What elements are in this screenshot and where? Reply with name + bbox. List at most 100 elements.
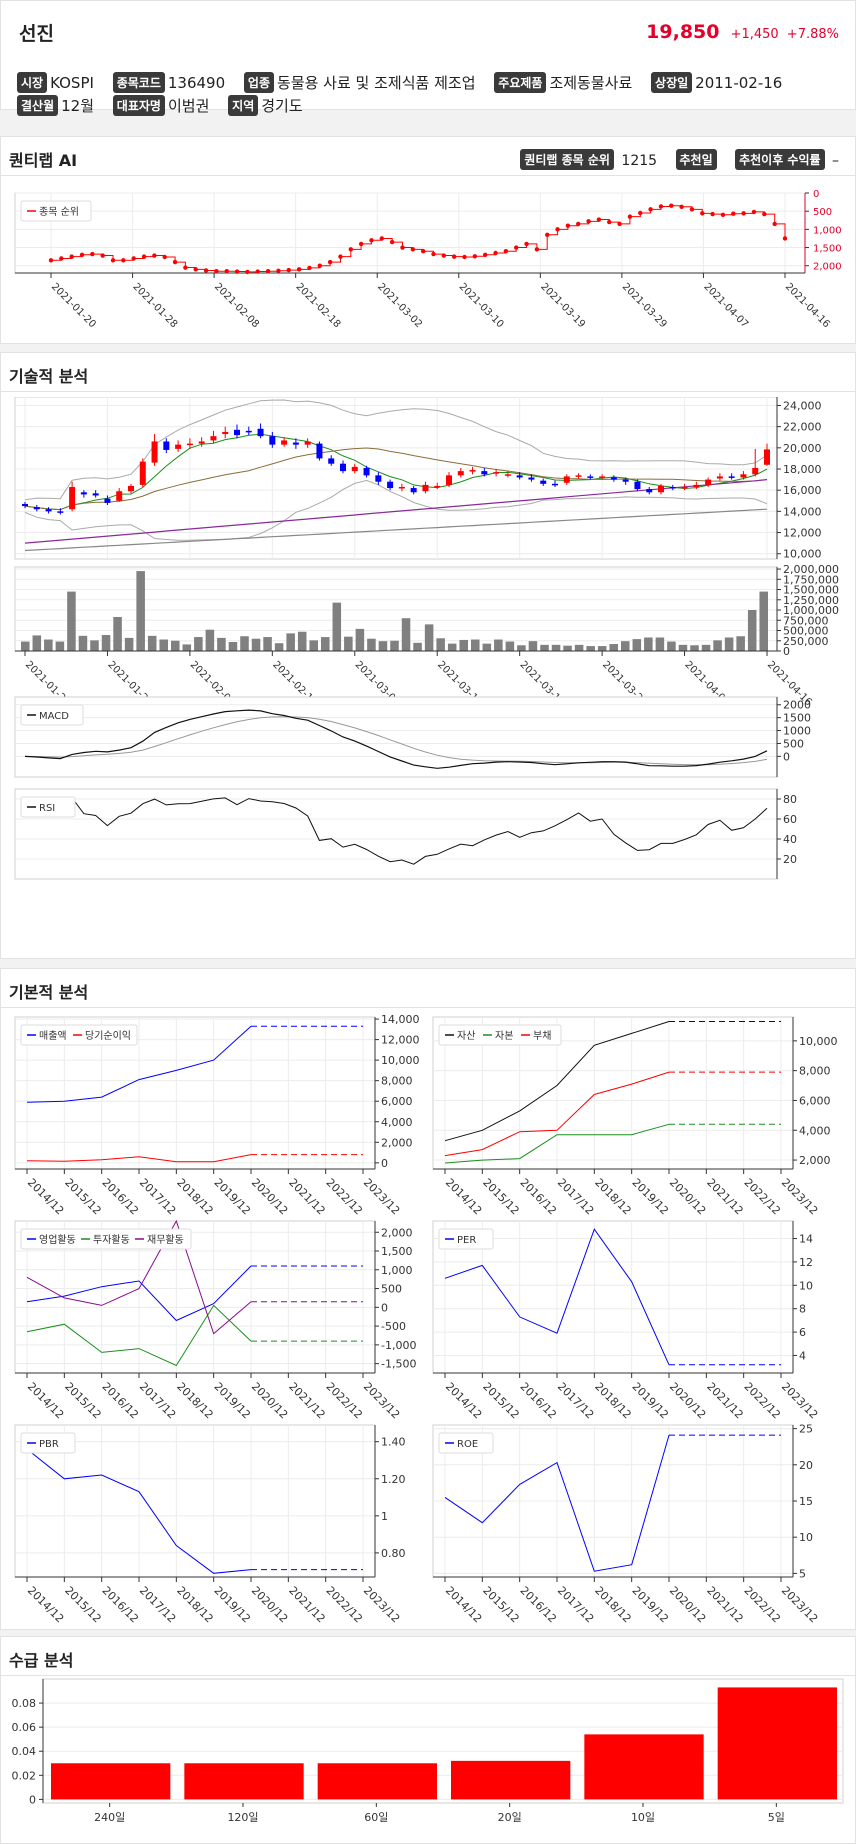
candle-body	[245, 430, 252, 433]
legend-box	[438, 1228, 494, 1250]
info-tag-market: 시장	[17, 72, 48, 93]
info-tag-product: 주요제품	[494, 72, 547, 93]
candle-body	[716, 476, 723, 479]
x-tick-label: 2019/12	[630, 1176, 672, 1218]
y-tick-label: 12,000	[381, 1034, 420, 1047]
volume-bar	[182, 644, 192, 651]
rank-point	[731, 211, 736, 216]
x-tick-label: 2020/12	[249, 1176, 291, 1218]
rank-point	[286, 267, 291, 273]
volume-bar	[621, 641, 630, 651]
info-tag-fiscal: 결산월	[17, 95, 59, 116]
y-tick-label: 80	[783, 793, 797, 806]
candle-body	[128, 485, 134, 492]
volume-bar	[655, 637, 665, 651]
supply-section: 수급 분석 0 0.02 0.04 0.06 0.08 240일 120일 60일 20일 10일…	[0, 1636, 856, 1844]
rank-point	[658, 204, 664, 209]
rank-point	[514, 245, 519, 250]
candle-body	[446, 475, 452, 485]
y-tick-label: 8,000	[381, 1075, 413, 1088]
y-tick-label: 0.08	[12, 1697, 37, 1710]
info-value-region: 경기도	[261, 97, 303, 115]
x-tick-label: 2021-03-02	[375, 281, 424, 330]
volume-bar	[90, 640, 99, 651]
candle-body	[634, 481, 641, 490]
candle-body	[610, 477, 617, 480]
legend-label: 부채	[533, 1030, 551, 1042]
series-line	[444, 1021, 670, 1142]
candle-body	[234, 429, 240, 436]
x-tick-label: 2020/12	[249, 1584, 291, 1626]
rank-point	[627, 214, 633, 219]
y-tick-label: 4	[799, 1349, 806, 1362]
y-tick-label: 500	[381, 1283, 402, 1296]
candle-body	[669, 487, 676, 489]
rank-tag: 퀀티랩 종목 순위	[520, 149, 614, 170]
rank-point	[638, 210, 643, 216]
y-tick-label: 0.06	[12, 1721, 37, 1734]
rank-point	[451, 254, 457, 259]
y-tick-label: 0	[381, 1157, 388, 1170]
volume-bar	[286, 633, 295, 651]
y-tick-label: 750,000	[783, 614, 829, 627]
x-tick-label: 2021-01-20	[49, 281, 98, 330]
rec-return-value: –	[832, 153, 839, 169]
y-tick-label: 22,000	[783, 421, 822, 434]
candle-body	[752, 467, 759, 475]
legend-label: 매출액	[39, 1030, 67, 1042]
volume-bar	[367, 638, 376, 651]
candle-body	[764, 449, 770, 465]
technical-title: 기술적 분석	[9, 367, 89, 386]
rank-point	[782, 236, 788, 241]
info-value-listing: 2011-02-16	[695, 74, 783, 92]
volume-bar	[217, 637, 226, 651]
rank-chart-svg: 0 500 1,000 1,500 2,000 2021-01-20 2021-01-28 2…	[14, 189, 842, 330]
supply-bar	[717, 1687, 837, 1800]
rank-point	[234, 269, 240, 274]
y-tick-label: 1,500	[381, 1245, 413, 1258]
candle-body	[22, 503, 28, 507]
rank-point	[69, 254, 74, 259]
candle-body	[457, 471, 464, 476]
candle-body	[646, 489, 653, 493]
volume-bar	[240, 636, 249, 651]
x-tick-label: 2020/12	[667, 1380, 709, 1422]
candle-body	[387, 481, 394, 489]
candle-body	[351, 466, 358, 472]
series-line	[26, 1219, 252, 1335]
per-chart: 4681012142014/122015/122016/122017/12201…	[432, 1220, 820, 1422]
series-line	[444, 1071, 670, 1157]
rank-point	[607, 219, 612, 225]
rank-point	[400, 245, 405, 250]
info-tag-industry: 업종	[243, 72, 275, 93]
candle-body	[599, 476, 606, 478]
x-tick-label: 5일	[768, 1810, 785, 1824]
y-tick-label: 20	[799, 1459, 813, 1472]
legend-box	[438, 1024, 562, 1046]
volume-bar	[586, 646, 595, 651]
volume-bar	[551, 644, 561, 651]
y-tick-label: 0.04	[12, 1745, 37, 1758]
rsi-line	[71, 797, 768, 865]
y-tick-label: 0	[813, 189, 819, 200]
y-tick-label: 0	[381, 1301, 388, 1314]
y-tick-label: 6,000	[381, 1095, 413, 1108]
technical-chart-svg: 10,000 12,000 14,000 16,000 18,000 20,000 22,0…	[14, 397, 839, 880]
y-tick-label: 60	[783, 813, 797, 826]
y-tick-label: 8,000	[799, 1065, 831, 1078]
fundamental-title: 기본적 분석	[9, 983, 89, 1002]
supply-bar	[317, 1763, 437, 1800]
candle-body	[504, 474, 511, 476]
y-tick-label: 6	[799, 1326, 806, 1339]
technical-section: 기술적 분석 10,000 12,000 14,000 16,000 18,000 20,…	[0, 352, 856, 959]
rec-return-tag: 추천이후 수익률	[735, 149, 825, 170]
x-tick-label: 2017/12	[555, 1380, 597, 1422]
cashflow-chart: -1,500 -1,000 -500 0 500 1,000 1,500 2,000 2014/…	[14, 1219, 416, 1421]
volume-bar	[424, 624, 434, 651]
rank-point	[348, 247, 354, 252]
y-tick-label: 1,500	[813, 244, 842, 255]
series-line	[444, 1123, 670, 1164]
rank-point	[121, 258, 126, 263]
x-tick-label: 2015/12	[480, 1176, 522, 1218]
x-tick-label: 2014/12	[25, 1584, 67, 1626]
